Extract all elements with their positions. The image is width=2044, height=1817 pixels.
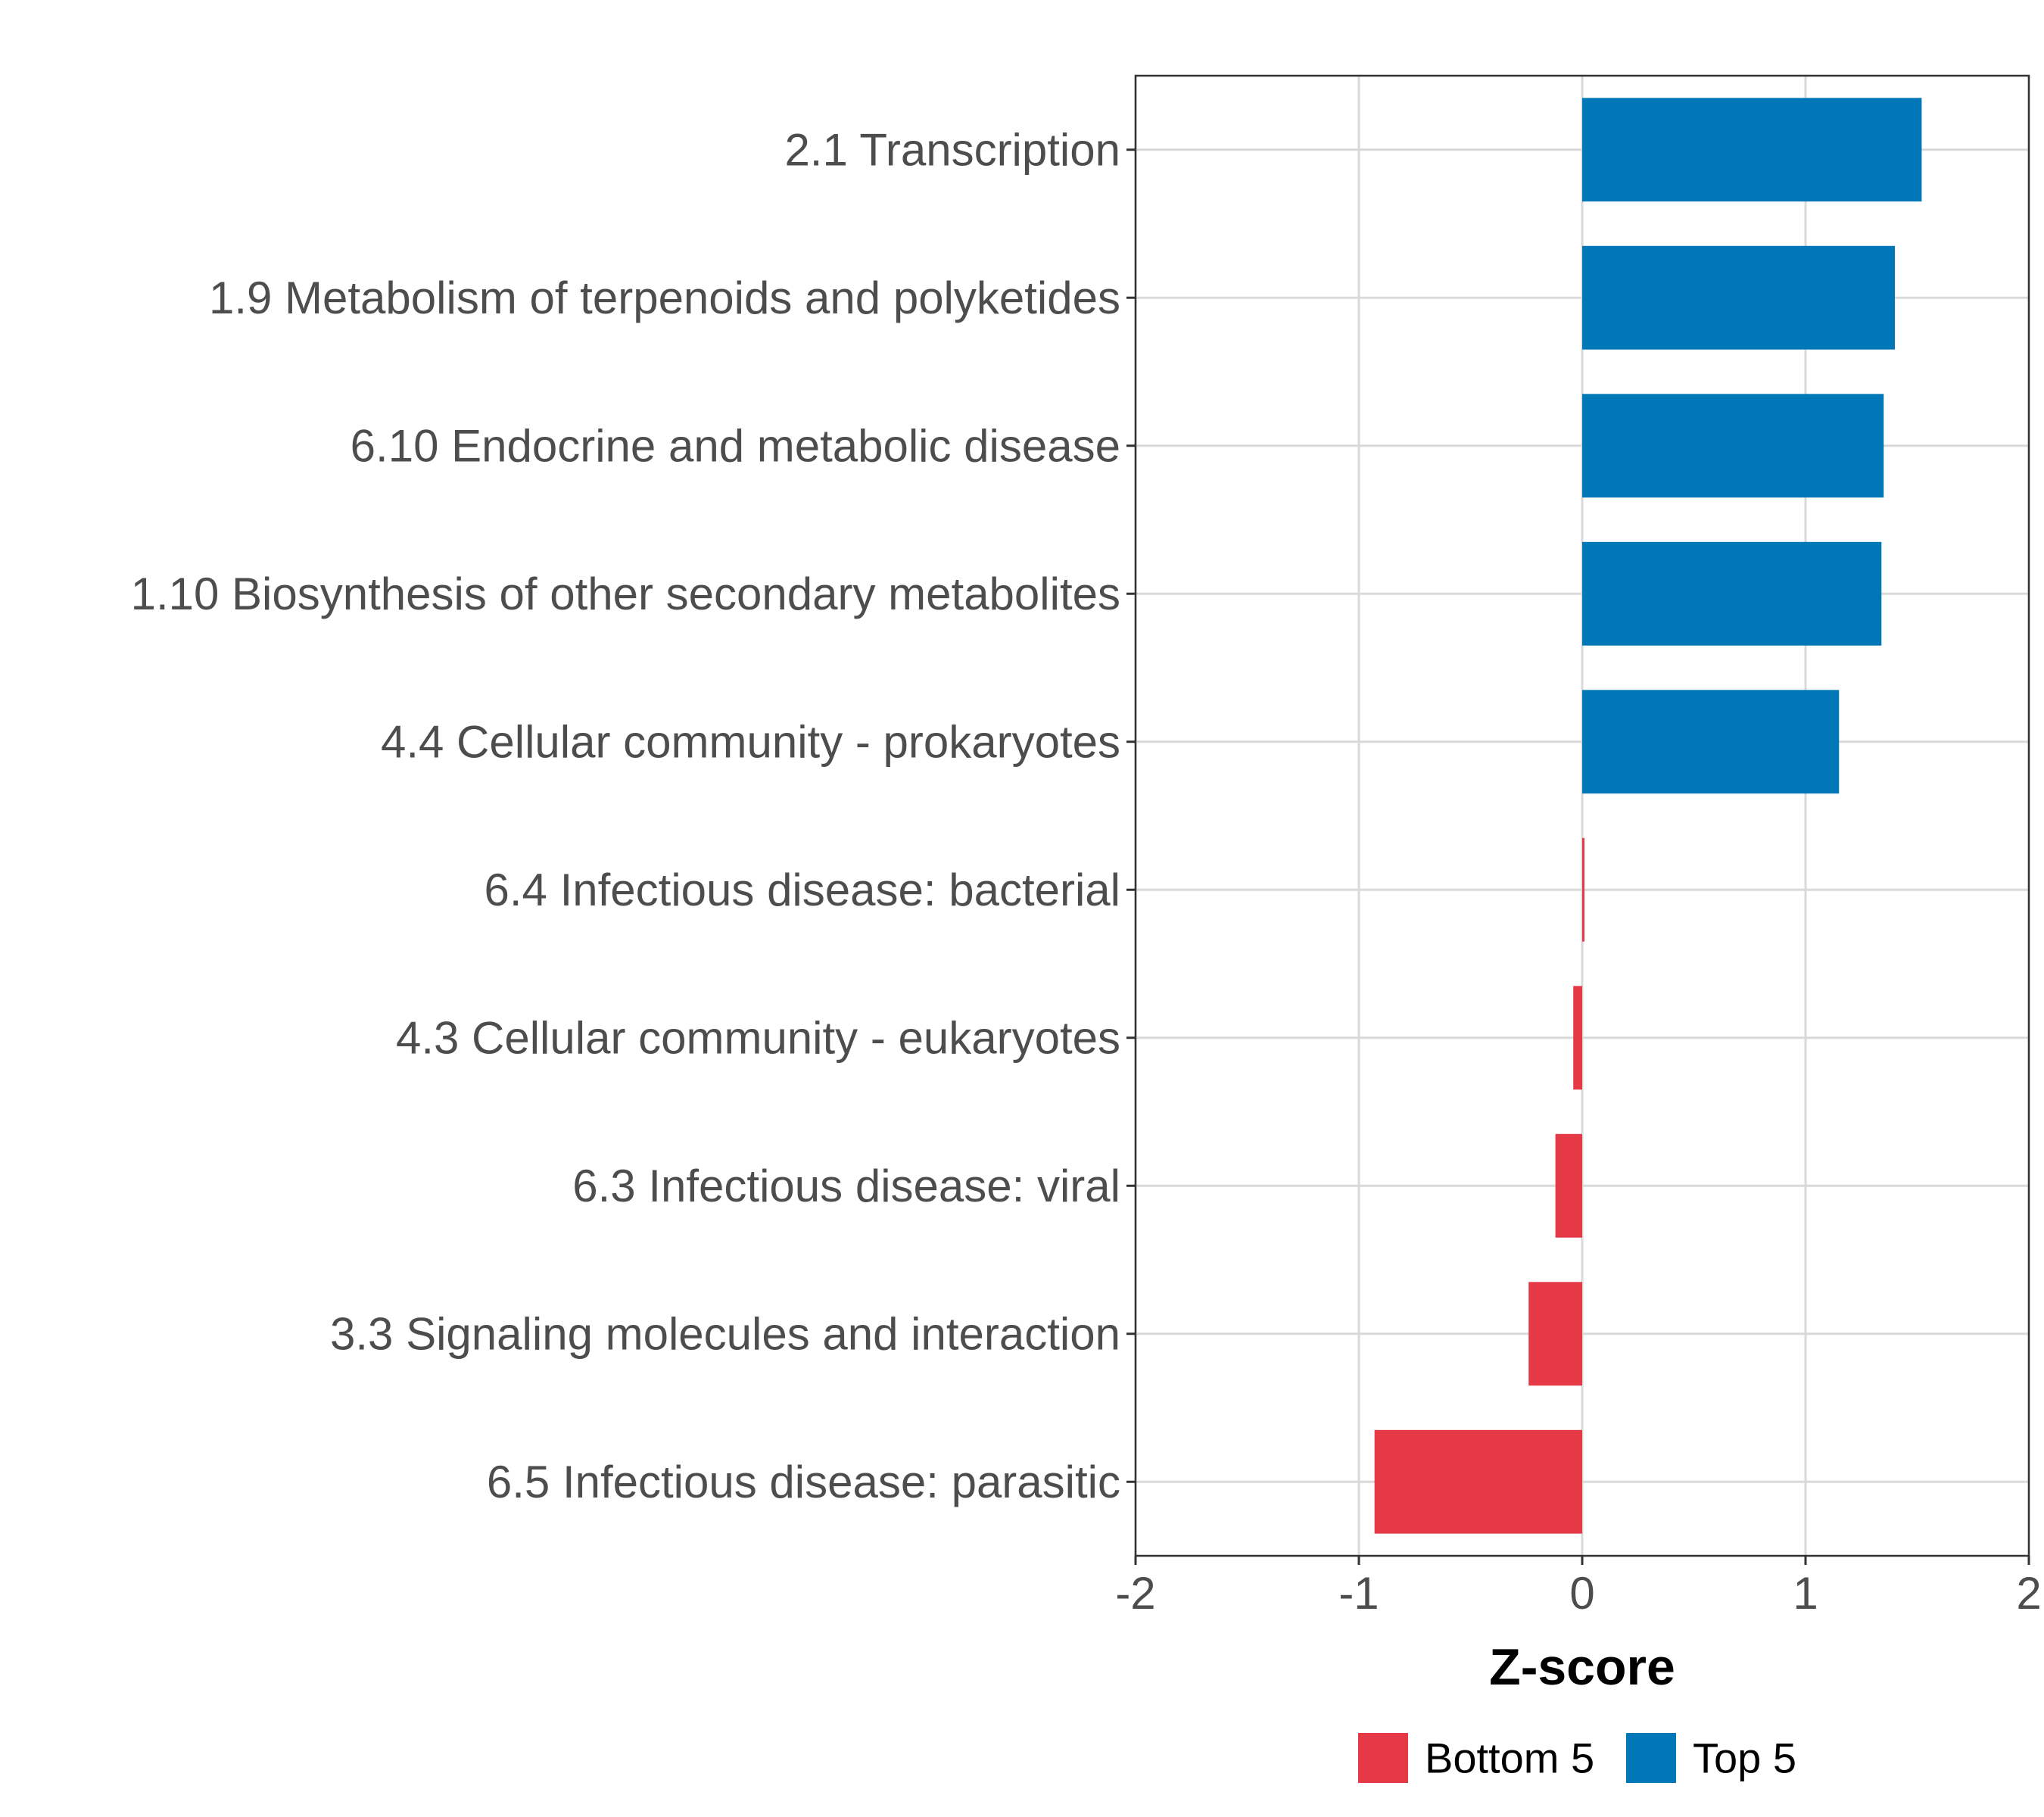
bar	[1582, 394, 1884, 498]
bar	[1582, 541, 1882, 646]
category-label: 6.4 Infectious disease: bacterial	[485, 865, 1121, 915]
category-label: 1.10 Biosynthesis of other secondary met…	[131, 569, 1120, 619]
legend-swatch	[1358, 1733, 1408, 1783]
bar	[1582, 245, 1895, 350]
x-tick-label: -2	[1115, 1568, 1155, 1619]
x-tick-label: 2	[2016, 1568, 2041, 1619]
legend-label: Top 5	[1693, 1734, 1796, 1782]
bar	[1573, 986, 1582, 1090]
legend: Bottom 5 Top 5	[1358, 1733, 1796, 1783]
bar	[1582, 98, 1922, 202]
category-label: 6.5 Infectious disease: parasitic	[487, 1457, 1120, 1507]
category-label: 1.9 Metabolism of terpenoids and polyket…	[209, 273, 1120, 323]
x-tick-label: -1	[1338, 1568, 1379, 1619]
bar	[1555, 1133, 1582, 1238]
bar	[1374, 1429, 1582, 1534]
category-label: 2.1 Transcription	[784, 124, 1120, 175]
bar	[1528, 1282, 1582, 1386]
bar	[1582, 837, 1584, 942]
x-tick-label: 1	[1793, 1568, 1818, 1619]
legend-swatch	[1626, 1733, 1676, 1783]
category-label: 3.3 Signaling molecules and interaction	[330, 1308, 1120, 1359]
bar	[1582, 690, 1840, 794]
bars	[1374, 98, 1922, 1534]
category-label: 4.4 Cellular community - prokaryotes	[381, 716, 1120, 767]
x-tick-label: 0	[1569, 1568, 1594, 1619]
x-axis-title: Z-score	[1489, 1638, 1675, 1696]
y-axis: 2.1 Transcription 1.9 Metabolism of terpe…	[131, 124, 1136, 1507]
x-axis: -2 -1 0 1 2	[1115, 1556, 2042, 1619]
legend-label: Bottom 5	[1425, 1734, 1594, 1782]
category-label: 4.3 Cellular community - eukaryotes	[396, 1012, 1120, 1063]
category-label: 6.10 Endocrine and metabolic disease	[351, 420, 1120, 471]
category-label: 6.3 Infectious disease: viral	[572, 1161, 1120, 1211]
